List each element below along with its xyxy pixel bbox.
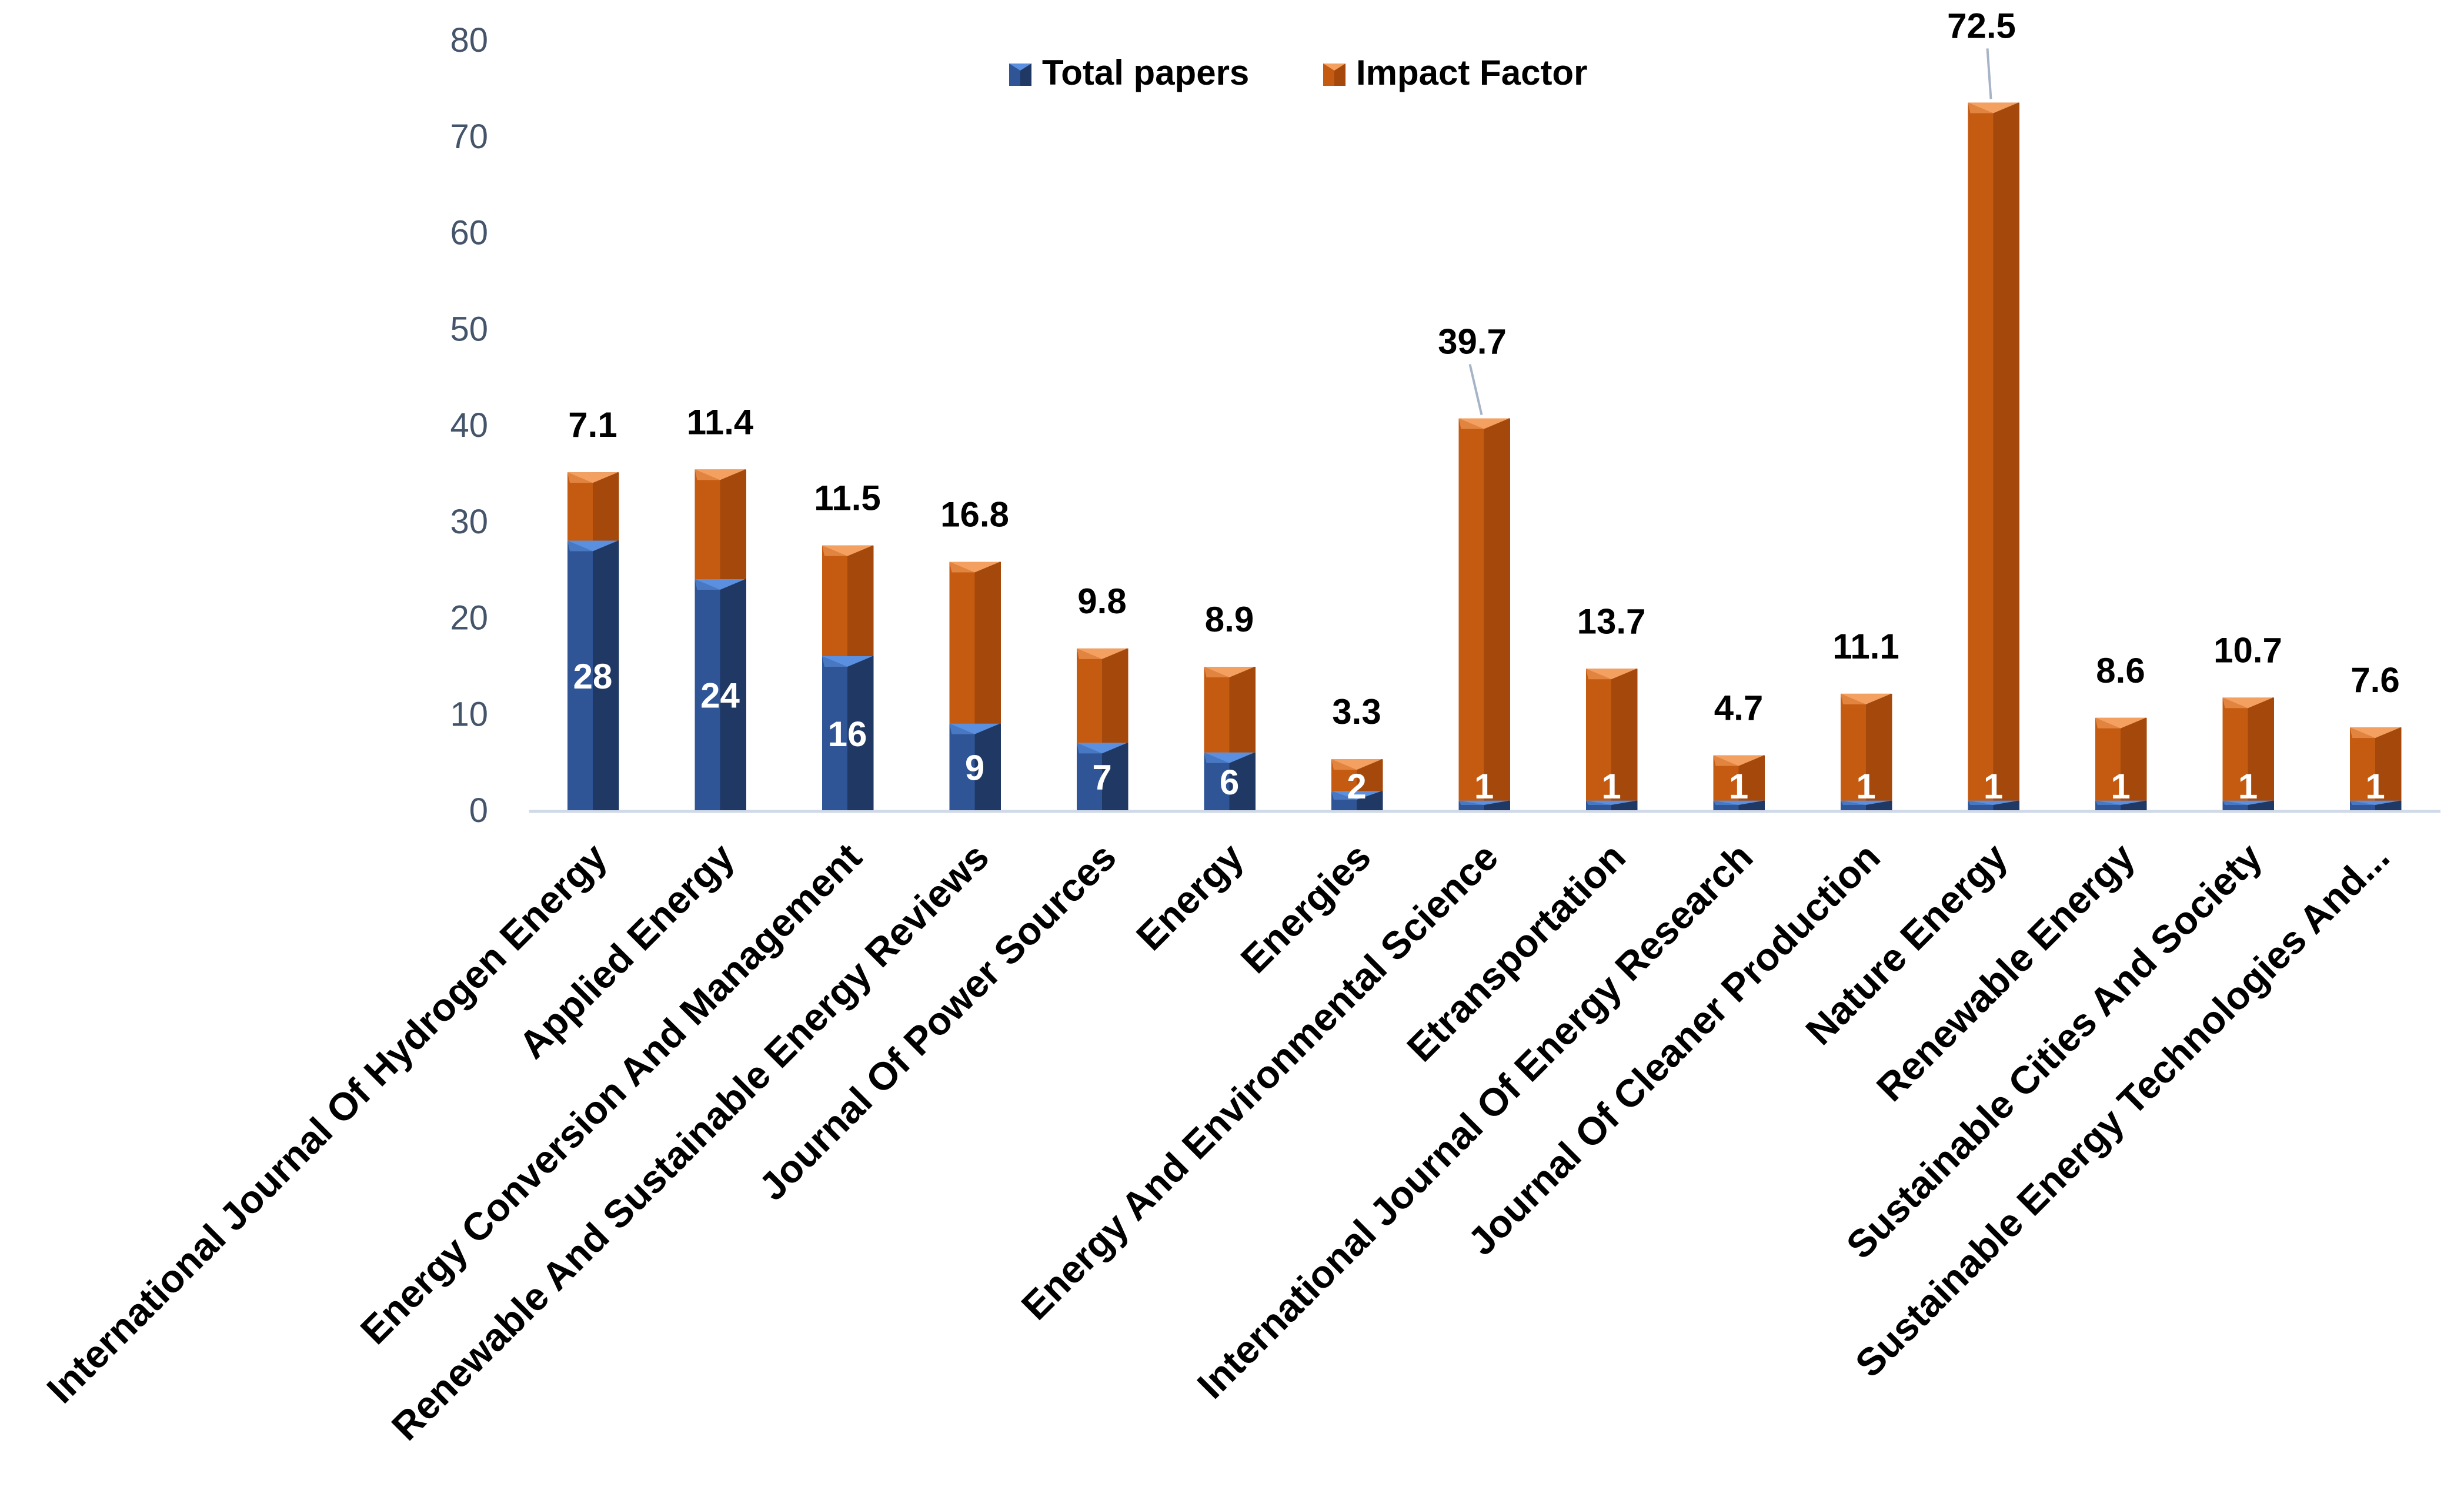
y-tick-label: 70	[450, 118, 488, 156]
data-label-total-papers: 1	[2365, 767, 2385, 806]
data-label-impact-factor: 9.8	[1077, 582, 1126, 621]
y-tick-label: 50	[450, 310, 488, 348]
bars	[567, 102, 2402, 810]
data-label-impact-factor: 4.7	[1714, 689, 1763, 728]
bar-total-papers-renewable-energy	[2095, 800, 2147, 810]
bar-total-papers-energy-conversion-and-management	[822, 656, 874, 810]
bar-total-papers-international-journal-of-energy-research	[1713, 800, 1765, 810]
x-tick-label-energy-and-environmental-science: Energy And Environmental Science	[1013, 835, 1506, 1328]
bar-total-papers-sustainable-energy-technologies-and	[2350, 800, 2402, 810]
data-label-total-papers: 1	[1856, 767, 1875, 806]
legend: Total papers Impact Factor	[1009, 53, 1587, 92]
y-axis: 0 10 20 30 40 50 60 70 80	[450, 21, 488, 830]
data-label-impact-factor: 11.1	[1832, 627, 1899, 666]
bar-impact-factor-international-journal-of-hydrogen-energy	[567, 472, 619, 541]
bar-impact-factor-applied-energy	[695, 469, 746, 579]
data-label-total-papers: 1	[2111, 767, 2130, 806]
bar-impact-factor-international-journal-of-energy-research	[1713, 755, 1765, 801]
data-label-impact-factor: 8.9	[1205, 600, 1254, 639]
y-tick-label: 0	[469, 791, 488, 830]
bar-impact-factor-energy-and-environmental-science	[1458, 418, 1510, 801]
bar-total-papers-international-journal-of-hydrogen-energy	[567, 540, 619, 810]
data-label-total-papers: 1	[1984, 767, 2003, 806]
data-label-impact-factor: 11.4	[687, 402, 754, 442]
data-label-impact-factor: 3.3	[1332, 692, 1381, 731]
bar-total-papers-nature-energy	[1968, 800, 2019, 810]
y-tick-label: 80	[450, 21, 488, 59]
data-label-total-papers: 28	[573, 657, 613, 696]
y-tick-label: 10	[450, 695, 488, 733]
legend-item-impact-factor: Impact Factor	[1323, 53, 1587, 92]
bar-impact-factor-sustainable-cities-and-society	[2222, 697, 2274, 801]
legend-swatch-total-papers	[1009, 64, 1031, 86]
data-label-impact-factor: 11.5	[814, 479, 880, 518]
bar-total-papers-energy-and-environmental-science	[1458, 800, 1510, 810]
x-tick-label-applied-energy: Applied Energy	[510, 834, 743, 1067]
data-label-total-papers: 9	[965, 748, 984, 787]
data-label-impact-factor: 13.7	[1577, 602, 1646, 641]
bar-total-papers-journal-of-cleaner-production	[1841, 800, 1892, 810]
data-label-impact-factor: 72.5	[1947, 6, 2016, 45]
bar-total-papers-etransportation	[1586, 800, 1638, 810]
bar-impact-factor-energy-conversion-and-management	[822, 545, 874, 656]
data-label-total-papers: 1	[2238, 767, 2258, 806]
bar-impact-factor-renewable-energy	[2095, 717, 2147, 801]
data-label-total-papers: 1	[1601, 767, 1621, 806]
bar-impact-factor-journal-of-power-sources	[1077, 648, 1129, 743]
y-tick-label: 20	[450, 599, 488, 637]
x-tick-label-etransportation: Etransportation	[1398, 835, 1634, 1070]
data-label-impact-factor: 7.1	[568, 405, 617, 445]
bar-total-papers-applied-energy	[695, 579, 746, 810]
data-label-total-papers: 6	[1220, 763, 1239, 802]
data-label-impact-factor: 39.7	[1438, 322, 1507, 362]
leader-line	[1986, 48, 1992, 99]
x-tick-labels: International Journal Of Hydrogen Energy…	[38, 834, 2398, 1448]
legend-label-total-papers: Total papers	[1042, 53, 1249, 92]
data-label-impact-factor: 16.8	[940, 495, 1009, 534]
bar-impact-factor-journal-of-cleaner-production	[1841, 693, 1892, 801]
bar-total-papers-energies	[1331, 791, 1383, 810]
data-labels: 28 7.1 24 11.4 16 11.5 9 16.8 7 9.8 6 8.9 2 3.3 1 39.7 1…	[568, 6, 2399, 806]
bar-impact-factor-sustainable-energy-technologies-and	[2350, 727, 2402, 801]
legend-item-total-papers: Total papers	[1009, 53, 1249, 92]
data-label-total-papers: 7	[1092, 758, 1111, 797]
legend-label-impact-factor: Impact Factor	[1356, 53, 1587, 92]
bar-impact-factor-energy	[1204, 667, 1256, 753]
data-label-impact-factor: 7.6	[2351, 660, 2399, 700]
bar-total-papers-sustainable-cities-and-society	[2222, 800, 2274, 810]
leader-line	[1468, 364, 1483, 415]
y-tick-label: 40	[450, 406, 488, 445]
bar-impact-factor-renewable-and-sustainable-energy-reviews	[949, 562, 1001, 724]
bar-total-papers-journal-of-power-sources	[1077, 743, 1129, 810]
bar-impact-factor-energies	[1331, 759, 1383, 791]
x-tick-label-renewable-and-sustainable-energy-reviews: Renewable And Sustainable Energy Reviews	[383, 835, 997, 1449]
data-label-total-papers: 2	[1347, 767, 1366, 806]
bar-total-papers-renewable-and-sustainable-energy-reviews	[949, 723, 1001, 810]
bar-impact-factor-nature-energy	[1968, 102, 2019, 801]
data-label-total-papers: 1	[1474, 767, 1494, 806]
data-label-total-papers: 16	[828, 714, 867, 754]
x-tick-label-energy: Energy	[1128, 834, 1252, 958]
data-label-impact-factor: 8.6	[2096, 651, 2145, 690]
x-tick-label-energy-conversion-and-management: Energy Conversion And Management	[352, 835, 869, 1352]
bar-impact-factor-etransportation	[1586, 669, 1638, 801]
bar-total-papers-energy	[1204, 752, 1256, 810]
y-tick-label: 30	[450, 503, 488, 541]
legend-swatch-impact-factor	[1323, 64, 1345, 86]
y-tick-label: 60	[450, 214, 488, 252]
data-label-total-papers: 1	[1729, 767, 1748, 806]
data-label-impact-factor: 10.7	[2213, 630, 2282, 670]
data-label-total-papers: 24	[700, 676, 740, 716]
